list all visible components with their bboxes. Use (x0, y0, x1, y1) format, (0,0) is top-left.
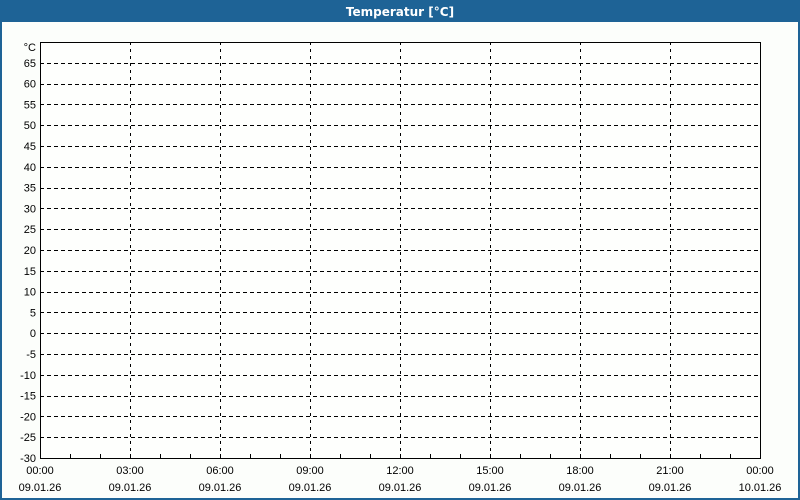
y-axis-tick-label: -25 (20, 432, 36, 444)
y-axis-tick-label: 20 (24, 245, 36, 257)
temperature-chart: °C 65 60 55 50 45 40 35 30 25 20 15 10 5 0 -5 -10 -15 -20-… (2, 22, 798, 498)
y-axis-tick-label: -30 (20, 453, 36, 465)
y-axis-tick-label: 5 (30, 307, 36, 319)
y-axis-tick-label: 50 (24, 120, 36, 132)
x-axis-date-label: 09.01.26 (289, 482, 332, 494)
y-axis-tick-label: 65 (24, 58, 36, 70)
x-axis-date-label: 10.01.26 (739, 482, 782, 494)
y-axis-tick-label: 60 (24, 79, 36, 91)
y-axis-unit-label: °C (24, 42, 36, 54)
y-axis-tick-label: 35 (24, 183, 36, 195)
y-axis-tick-label: 15 (24, 266, 36, 278)
y-axis-tick-label: -5 (26, 349, 36, 361)
y-axis-tick-label: 45 (24, 141, 36, 153)
y-axis-tick-label: 55 (24, 99, 36, 111)
x-axis-time-label: 00:00 (26, 465, 54, 477)
x-axis-date-label: 09.01.26 (559, 482, 602, 494)
plot-frame (40, 42, 761, 459)
x-axis-time-label: 15:00 (476, 465, 504, 477)
y-gridlines (40, 63, 760, 438)
x-axis-date-label: 09.01.26 (649, 482, 692, 494)
x-axis-time-label: 03:00 (116, 465, 144, 477)
x-axis-time-label: 00:00 (746, 465, 774, 477)
x-axis-date-label: 09.01.26 (109, 482, 152, 494)
chart-canvas: °C65605550454035302520151050-5-10-15-20-… (19, 42, 782, 494)
x-minor-ticks (70, 454, 731, 458)
x-axis-time-label: 21:00 (656, 465, 684, 477)
y-axis-tick-label: 40 (24, 162, 36, 174)
window-title: Temperatur [°C] (345, 5, 455, 19)
y-axis-tick-label: 10 (24, 287, 36, 299)
x-axis-time-label: 09:00 (296, 465, 324, 477)
y-axis-tick-label: -10 (20, 370, 36, 382)
y-axis-tick-label: 0 (30, 328, 36, 340)
window-titlebar[interactable]: Temperatur [°C] (2, 2, 798, 22)
y-axis-tick-label: -15 (20, 391, 36, 403)
y-axis-tick-label: 30 (24, 203, 36, 215)
x-axis-time-label: 06:00 (206, 465, 234, 477)
x-axis-date-label: 09.01.26 (379, 482, 422, 494)
x-axis-date-label: 09.01.26 (19, 482, 62, 494)
y-axis-tick-label: 25 (24, 224, 36, 236)
x-axis-date-label: 09.01.26 (199, 482, 242, 494)
x-axis-time-label: 18:00 (566, 465, 594, 477)
x-axis-date-label: 09.01.26 (469, 482, 512, 494)
y-axis-tick-label: -20 (20, 411, 36, 423)
x-axis-time-label: 12:00 (386, 465, 414, 477)
